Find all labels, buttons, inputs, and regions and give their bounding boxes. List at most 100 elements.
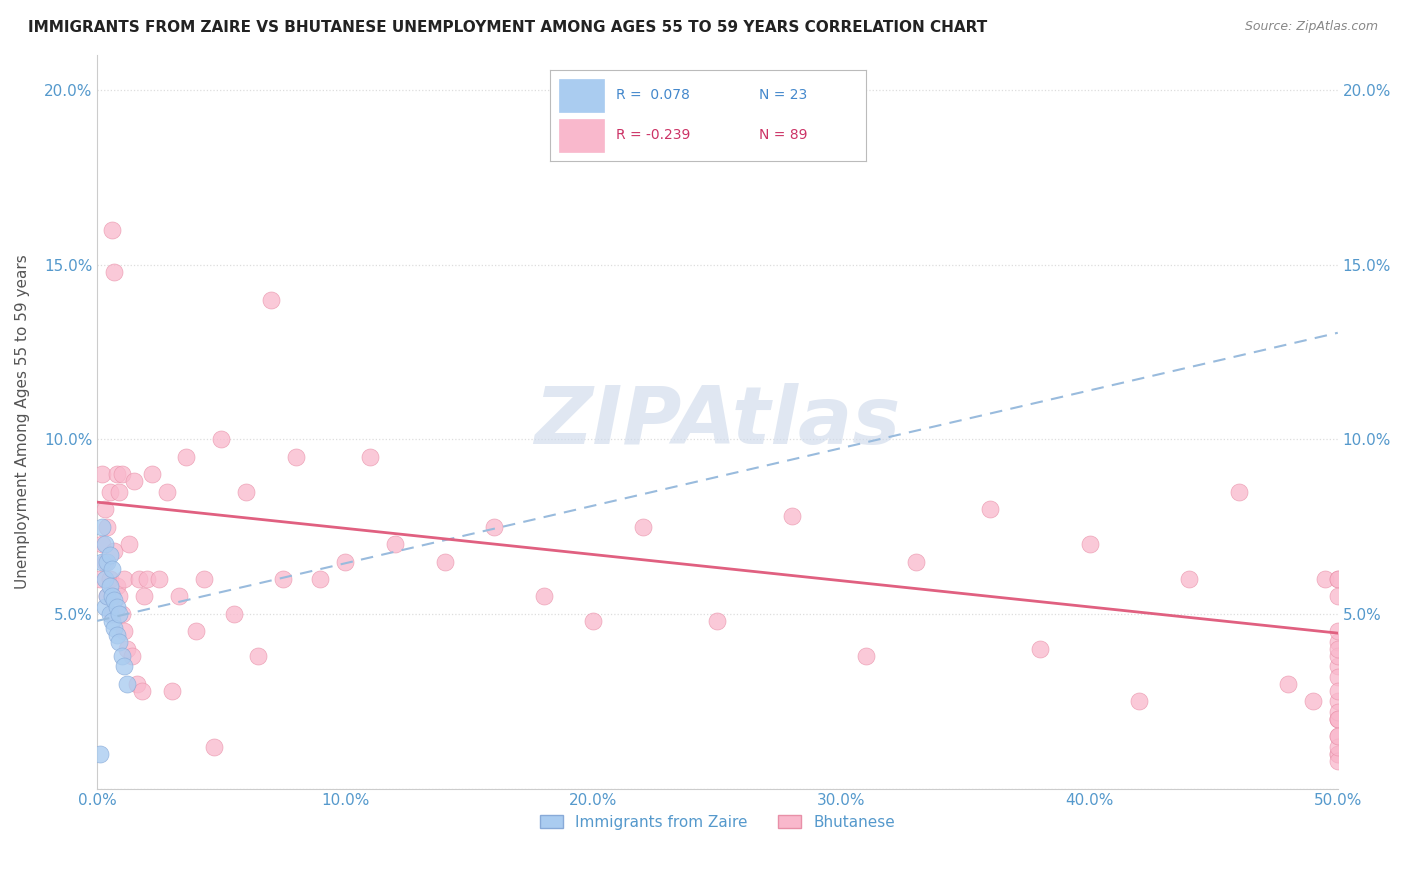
- Point: [260, 293, 283, 307]
- Point: [209, 432, 232, 446]
- Point: [1326, 712, 1348, 726]
- Point: [1128, 694, 1150, 708]
- Point: [384, 537, 406, 551]
- Point: [111, 648, 134, 663]
- Point: [108, 635, 131, 649]
- Point: [125, 677, 148, 691]
- Point: [1326, 739, 1348, 754]
- Point: [115, 641, 138, 656]
- Point: [101, 590, 124, 604]
- Point: [1326, 729, 1348, 743]
- Point: [93, 537, 115, 551]
- Point: [91, 537, 114, 551]
- Point: [1326, 747, 1348, 761]
- Point: [111, 467, 134, 482]
- Point: [247, 648, 270, 663]
- Point: [101, 607, 124, 621]
- Point: [98, 484, 121, 499]
- Point: [979, 502, 1001, 516]
- Point: [93, 572, 115, 586]
- Point: [91, 519, 114, 533]
- Point: [1326, 624, 1348, 639]
- Point: [1326, 705, 1348, 719]
- Point: [112, 659, 135, 673]
- Point: [433, 555, 456, 569]
- Point: [108, 590, 131, 604]
- Point: [533, 590, 555, 604]
- Point: [167, 590, 190, 604]
- Point: [108, 484, 131, 499]
- Point: [582, 614, 605, 628]
- Point: [121, 648, 143, 663]
- Point: [706, 614, 728, 628]
- Point: [1326, 754, 1348, 768]
- Point: [1326, 635, 1348, 649]
- Point: [176, 450, 198, 464]
- Point: [1078, 537, 1101, 551]
- Point: [91, 467, 114, 482]
- Point: [359, 450, 381, 464]
- Point: [855, 648, 877, 663]
- Point: [103, 593, 125, 607]
- Point: [96, 519, 118, 533]
- Point: [115, 677, 138, 691]
- Point: [1326, 572, 1348, 586]
- Legend: Immigrants from Zaire, Bhutanese: Immigrants from Zaire, Bhutanese: [534, 809, 901, 836]
- Point: [1029, 641, 1052, 656]
- Point: [93, 555, 115, 569]
- Text: IMMIGRANTS FROM ZAIRE VS BHUTANESE UNEMPLOYMENT AMONG AGES 55 TO 59 YEARS CORREL: IMMIGRANTS FROM ZAIRE VS BHUTANESE UNEMP…: [28, 20, 987, 35]
- Point: [1302, 694, 1324, 708]
- Point: [631, 519, 654, 533]
- Point: [1277, 677, 1299, 691]
- Point: [96, 555, 118, 569]
- Point: [101, 223, 124, 237]
- Point: [193, 572, 215, 586]
- Point: [1326, 694, 1348, 708]
- Point: [91, 555, 114, 569]
- Point: [271, 572, 294, 586]
- Point: [160, 683, 183, 698]
- Point: [141, 467, 163, 482]
- Text: ZIPAtlas: ZIPAtlas: [534, 383, 901, 461]
- Point: [186, 624, 208, 639]
- Point: [131, 683, 153, 698]
- Point: [103, 265, 125, 279]
- Point: [904, 555, 927, 569]
- Point: [309, 572, 332, 586]
- Point: [105, 467, 128, 482]
- Point: [118, 537, 141, 551]
- Point: [1326, 747, 1348, 761]
- Y-axis label: Unemployment Among Ages 55 to 59 years: Unemployment Among Ages 55 to 59 years: [15, 254, 30, 590]
- Point: [128, 572, 150, 586]
- Text: Source: ZipAtlas.com: Source: ZipAtlas.com: [1244, 20, 1378, 33]
- Point: [1326, 712, 1348, 726]
- Point: [89, 747, 111, 761]
- Point: [93, 502, 115, 516]
- Point: [103, 544, 125, 558]
- Point: [89, 572, 111, 586]
- Point: [124, 474, 146, 488]
- Point: [780, 509, 803, 524]
- Point: [1315, 572, 1337, 586]
- Point: [105, 628, 128, 642]
- Point: [112, 572, 135, 586]
- Point: [1326, 659, 1348, 673]
- Point: [93, 599, 115, 614]
- Point: [105, 579, 128, 593]
- Point: [284, 450, 307, 464]
- Point: [98, 579, 121, 593]
- Point: [1178, 572, 1201, 586]
- Point: [1326, 648, 1348, 663]
- Point: [1326, 572, 1348, 586]
- Point: [202, 739, 225, 754]
- Point: [1326, 729, 1348, 743]
- Point: [1326, 670, 1348, 684]
- Point: [135, 572, 157, 586]
- Point: [96, 590, 118, 604]
- Point: [98, 572, 121, 586]
- Point: [1326, 683, 1348, 698]
- Point: [1326, 590, 1348, 604]
- Point: [111, 607, 134, 621]
- Point: [482, 519, 505, 533]
- Point: [134, 590, 156, 604]
